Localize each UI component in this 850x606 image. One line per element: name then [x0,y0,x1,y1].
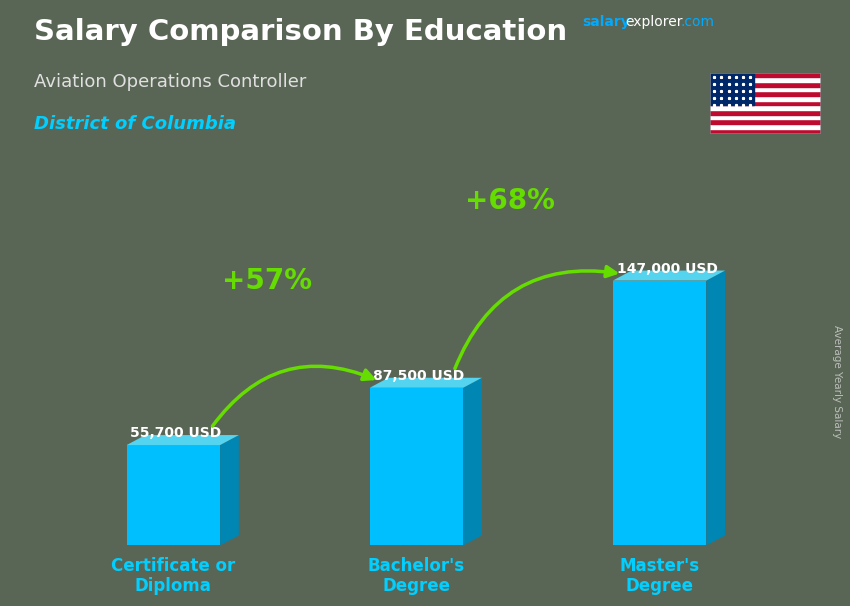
Text: salary: salary [582,15,630,29]
Text: Salary Comparison By Education: Salary Comparison By Education [34,18,567,46]
Bar [613,281,706,545]
Polygon shape [370,378,482,388]
Text: 147,000 USD: 147,000 USD [616,262,717,276]
Text: District of Columbia: District of Columbia [34,115,236,133]
Bar [127,445,220,545]
Polygon shape [127,435,239,445]
Text: +68%: +68% [465,187,555,215]
Text: Average Yearly Salary: Average Yearly Salary [832,325,842,438]
Text: .com: .com [680,15,714,29]
Polygon shape [710,73,754,105]
Bar [370,388,463,545]
Polygon shape [463,378,482,545]
Text: +57%: +57% [222,267,312,295]
Text: 87,500 USD: 87,500 USD [373,369,465,383]
Text: Aviation Operations Controller: Aviation Operations Controller [34,73,306,91]
Polygon shape [613,270,725,281]
Text: explorer: explorer [625,15,683,29]
Text: 55,700 USD: 55,700 USD [130,426,222,440]
Polygon shape [706,270,725,545]
Polygon shape [220,435,239,545]
